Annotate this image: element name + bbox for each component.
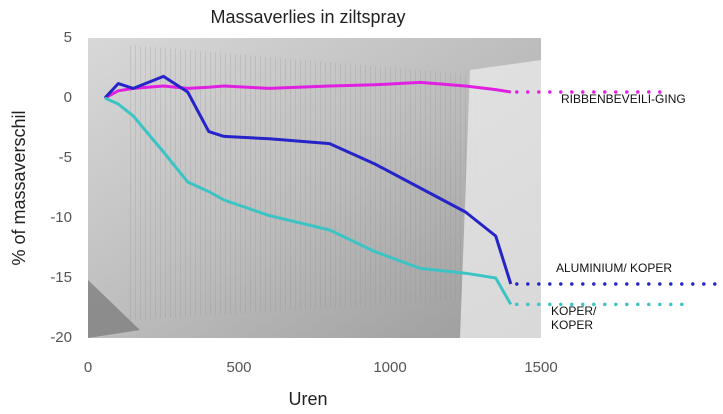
x-tick-label: 0 [84, 359, 92, 376]
y-axis-label: % of massaverschil [9, 110, 29, 265]
x-tick-label: 1000 [373, 359, 406, 376]
x-tick-label: 1500 [524, 359, 557, 376]
background-photo [88, 38, 541, 338]
series-line [104, 96, 513, 306]
y-tick-label: 5 [64, 29, 72, 46]
y-tick-label: -5 [59, 149, 72, 166]
y-tick-label: -15 [50, 269, 72, 286]
x-tick-label: 500 [226, 359, 251, 376]
series-label: ALUMINIUM/ KOPER [556, 261, 673, 275]
series-label: RIBBENBEVEILI-GING [561, 92, 686, 106]
y-tick-label: -20 [50, 329, 72, 346]
chart-title: Massaverlies in ziltspray [210, 7, 405, 27]
series-line [103, 74, 513, 285]
y-tick-label: -10 [50, 209, 72, 226]
y-tick-label: 0 [64, 89, 72, 106]
series-label: KOPER/ KOPER [551, 304, 597, 332]
x-axis-label: Uren [288, 389, 327, 409]
